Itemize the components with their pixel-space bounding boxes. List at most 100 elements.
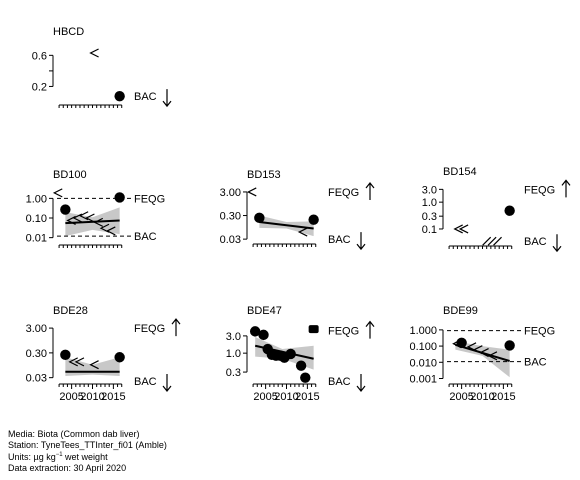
data-point: [60, 204, 71, 215]
less-than-marker: [453, 224, 463, 234]
units-superscript: −1: [55, 452, 63, 459]
less-than-marker: [74, 357, 85, 367]
x-tick-label: 2010: [470, 391, 494, 403]
less-than-marker: [297, 227, 308, 237]
footer-units: Units: µg kg−1 wet weight: [8, 450, 167, 463]
data-point: [295, 360, 307, 371]
panel-title: BDE28: [53, 305, 88, 317]
data-point: [308, 325, 319, 334]
y-tick-label: 3.0: [422, 184, 437, 196]
y-tick-label: 0.03: [26, 373, 47, 385]
footer-extraction: Data extraction: 30 April 2020: [8, 462, 127, 473]
data-point: [300, 372, 311, 383]
reference-label-feqg: FEQG: [524, 184, 555, 196]
panel-hbcd: HBCD 0.2 0.6 BAC: [32, 26, 172, 108]
less-than-marker: [78, 211, 89, 221]
reference-label-feqg: FEQG: [134, 323, 165, 335]
units-prefix: Units: µg kg: [8, 452, 56, 463]
y-tick-label: 0.1: [422, 224, 437, 236]
less-than-marker: [105, 226, 116, 236]
less-than-marker: [89, 360, 99, 370]
up-arrow-icon: [561, 179, 571, 198]
confidence-band: [455, 341, 510, 378]
panel-title: BDE99: [443, 305, 478, 317]
panel-title: BD154: [443, 166, 477, 178]
reference-label-feqg: FEQG: [328, 326, 359, 338]
y-tick-label: 3.0: [226, 331, 241, 343]
data-point: [504, 340, 515, 351]
x-tick-label: 2015: [491, 391, 515, 403]
x-tick-label: 2010: [80, 391, 104, 403]
y-tick-label: 0.6: [32, 50, 47, 62]
less-than-marker: [458, 224, 469, 234]
less-than-marker: [89, 48, 99, 58]
panel-bd100: BD100 0.01 0.10 1.00 FEQG BAC: [26, 169, 165, 248]
units-suffix: wet weight: [62, 452, 108, 463]
less-than-marker: [72, 213, 83, 223]
slash-marker: [487, 236, 497, 246]
less-than-marker: [68, 357, 78, 367]
up-arrow-icon: [365, 320, 375, 339]
y-tick-label: 0.01: [26, 233, 47, 245]
data-point: [258, 329, 269, 341]
panel-title: BDE47: [247, 305, 282, 317]
data-point: [504, 205, 515, 216]
reference-label-feqg: FEQG: [524, 326, 555, 338]
panel-title: HBCD: [53, 26, 84, 38]
y-tick-label: 0.2: [32, 81, 47, 93]
down-arrow-icon: [356, 232, 366, 251]
less-than-marker: [85, 213, 95, 223]
reference-label-bac: BAC: [134, 91, 157, 103]
panel-title: BD153: [247, 169, 281, 181]
down-arrow-icon: [162, 89, 172, 108]
less-than-marker: [479, 347, 489, 358]
data-point: [114, 352, 125, 363]
y-tick-label: 0.30: [26, 348, 47, 360]
y-tick-label: 1.00: [26, 193, 47, 205]
slash-marker: [482, 236, 492, 246]
x-tick-label: 2005: [59, 391, 83, 403]
less-than-marker: [487, 351, 498, 361]
less-than-marker: [93, 217, 104, 227]
data-point: [114, 192, 125, 203]
reference-label-bac: BAC: [524, 236, 547, 248]
footer-station: Station: TyneTees_TTInter_fi01 (Amble): [8, 439, 167, 450]
data-point: [60, 349, 71, 361]
y-tick-label: 0.30: [220, 211, 241, 223]
y-tick-label: 3.00: [220, 187, 241, 199]
y-tick-label: 0.010: [409, 357, 437, 369]
less-than-marker: [66, 215, 76, 225]
down-arrow-icon: [162, 374, 172, 392]
y-tick-label: 0.100: [409, 341, 437, 353]
footer-media: Media: Biota (Common dab liver): [8, 429, 140, 439]
y-tick-label: 1.0: [226, 348, 241, 360]
y-tick-label: 0.03: [220, 234, 241, 246]
y-tick-label: 3.00: [26, 323, 47, 335]
reference-label-bac: BAC: [134, 376, 157, 388]
less-than-marker: [52, 188, 63, 198]
reference-label-bac: BAC: [328, 376, 351, 388]
panel-bd154: BD154 0.10.3 1.03.0 FEQG BAC: [422, 166, 571, 253]
x-tick-label: 2015: [295, 391, 319, 403]
reference-label-feqg: FEQG: [328, 187, 359, 199]
y-tick-label: 0.001: [409, 373, 437, 385]
data-point: [114, 90, 125, 102]
trend-line: [65, 219, 120, 225]
panel-bd153: BD153 0.03 0.30 3.00 FEQG BAC: [220, 169, 375, 251]
panel-title: BD100: [53, 169, 87, 181]
up-arrow-icon: [171, 318, 181, 337]
data-point: [456, 337, 467, 348]
data-point: [254, 212, 265, 224]
down-arrow-icon: [356, 374, 366, 392]
data-point: [285, 348, 296, 360]
y-tick-label: 0.10: [26, 213, 47, 225]
reference-label-bac: BAC: [524, 357, 547, 369]
x-tick-label: 2005: [449, 391, 473, 403]
data-point: [249, 326, 261, 337]
y-tick-label: 1.000: [409, 325, 437, 337]
reference-label-bac: BAC: [328, 234, 351, 246]
reference-label-feqg: FEQG: [134, 193, 165, 205]
trend-line: [259, 220, 314, 230]
